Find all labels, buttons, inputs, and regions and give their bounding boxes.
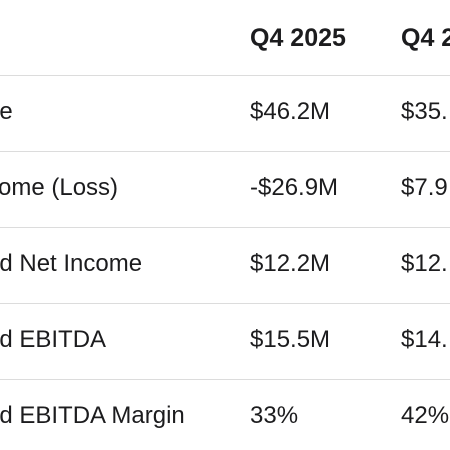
row-label: ed Net Income <box>0 250 143 277</box>
row-divider <box>0 227 450 228</box>
row-label: ed EBITDA Margin <box>0 402 185 429</box>
table-row: ue $46.2M $35. <box>0 76 450 152</box>
row-value-q4-2025: $12.2M <box>250 250 331 277</box>
row-label: come (Loss) <box>0 174 119 201</box>
row-label: ue <box>0 98 13 125</box>
header-q4-2025: Q4 2025 <box>250 24 346 52</box>
row-value-q4-prior: $14. <box>401 326 448 353</box>
row-divider <box>0 75 450 76</box>
row-value-q4-prior: $35. <box>401 98 448 125</box>
row-value-q4-prior: $7.9 <box>401 174 448 201</box>
table-header-row: Q4 2025 Q4 2 <box>0 0 450 76</box>
row-value-q4-prior: $12. <box>401 250 448 277</box>
row-value-q4-2025: 33% <box>250 402 299 429</box>
header-q4-prior: Q4 2 <box>401 24 450 52</box>
row-label: ed EBITDA <box>0 326 107 353</box>
row-divider <box>0 379 450 380</box>
row-value-q4-prior: 42% <box>401 402 450 429</box>
table-row: ed EBITDA $15.5M $14. <box>0 304 450 380</box>
row-value-q4-2025: $46.2M <box>250 98 331 125</box>
row-value-q4-2025: -$26.9M <box>250 174 339 201</box>
table-row: ed EBITDA Margin 33% 42% <box>0 380 450 450</box>
table-row: come (Loss) -$26.9M $7.9 <box>0 152 450 228</box>
table-row: ed Net Income $12.2M $12. <box>0 228 450 304</box>
row-value-q4-2025: $15.5M <box>250 326 331 353</box>
row-divider <box>0 303 450 304</box>
row-divider <box>0 151 450 152</box>
